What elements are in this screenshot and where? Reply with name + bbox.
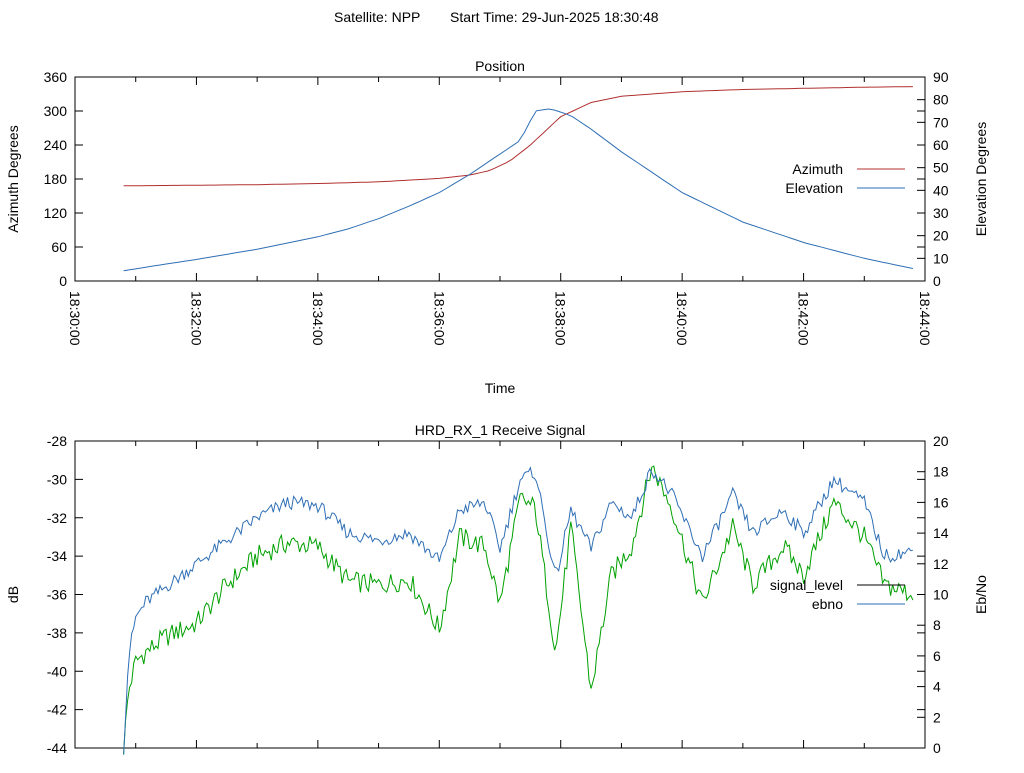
y2-tick-label: 14: [933, 525, 949, 541]
y-axis-label: dB: [5, 586, 21, 603]
y2-tick-label: 30: [933, 205, 949, 221]
y2-tick-label: 0: [933, 273, 941, 289]
y-tick-label: 120: [44, 205, 68, 221]
y2-tick-label: 12: [933, 556, 949, 572]
y2-axis-label: Eb/No: [973, 575, 989, 614]
y2-tick-label: 40: [933, 182, 949, 198]
y-tick-label: -36: [47, 587, 67, 603]
y2-tick-label: 18: [933, 464, 949, 480]
y2-tick-label: 16: [933, 494, 949, 510]
series-line-ebno: [123, 466, 914, 755]
series-line-signal-level: [123, 465, 914, 755]
legend-label: Azimuth: [792, 161, 843, 177]
x-tick-label: 18:44:00: [917, 291, 933, 346]
y2-tick-label: 80: [933, 92, 949, 108]
y-tick-label: 60: [51, 239, 67, 255]
y-tick-label: 240: [44, 137, 68, 153]
y2-axis-label: Elevation Degrees: [973, 122, 989, 236]
y-tick-label: -42: [47, 702, 67, 718]
y-tick-label: 0: [59, 273, 67, 289]
y2-tick-label: 10: [933, 250, 949, 266]
y2-tick-label: 4: [933, 679, 941, 695]
legend-label: ebno: [812, 596, 843, 612]
x-tick-label: 18:36:00: [431, 291, 447, 346]
y2-tick-label: 90: [933, 69, 949, 85]
receive-signal-chart: HRD_RX_1 Receive Signal -44 -42 -40 -38 -36 -3…: [5, 422, 989, 756]
y2-tick-label: 2: [933, 709, 941, 725]
y2-tick-label: 60: [933, 137, 949, 153]
y-tick-label: 300: [44, 103, 68, 119]
plot-frame: [74, 76, 926, 282]
y2-tick-label: 20: [933, 228, 949, 244]
y-tick-label: -30: [47, 471, 67, 487]
y2-tick-label: 10: [933, 587, 949, 603]
plot-frame: [74, 440, 926, 749]
legend-label: Elevation: [785, 180, 843, 196]
y2-tick-label: 20: [933, 433, 949, 449]
series-line-elevation: [123, 108, 913, 272]
chart-title: Position: [475, 58, 525, 74]
y-tick-label: 180: [44, 171, 68, 187]
y-tick-label: -40: [47, 663, 67, 679]
x-tick-label: 18:40:00: [674, 291, 690, 346]
x-tick-label: 18:32:00: [188, 291, 204, 346]
y-tick-label: -34: [47, 548, 67, 564]
x-tick-label: 18:42:00: [796, 291, 812, 346]
y-tick-label: -32: [47, 510, 67, 526]
x-tick-label: 18:38:00: [553, 291, 569, 346]
y2-tick-label: 0: [933, 740, 941, 756]
y2-tick-label: 6: [933, 648, 941, 664]
y-tick-label: 360: [44, 69, 68, 85]
satellite-label: Satellite: NPP: [334, 9, 420, 25]
y2-tick-label: 70: [933, 114, 949, 130]
position-chart: Position 0 60 120 180 240 300 360 0 10 20 30 40 50 60 7…: [5, 58, 989, 396]
y-axis-label: Azimuth Degrees: [5, 125, 21, 232]
x-tick-label: 18:30:00: [67, 291, 83, 346]
x-axis-label: Time: [485, 380, 516, 396]
x-tick-label: 18:34:00: [310, 291, 326, 346]
y2-tick-label: 50: [933, 160, 949, 176]
y-tick-label: -44: [47, 740, 67, 756]
y-tick-label: -38: [47, 625, 67, 641]
start-time-label: Start Time: 29-Jun-2025 18:30:48: [450, 9, 659, 25]
y2-tick-label: 8: [933, 617, 941, 633]
legend-label: signal_level: [770, 577, 843, 593]
y-tick-label: -28: [47, 433, 67, 449]
series-line-azimuth: [123, 86, 913, 187]
chart-title: HRD_RX_1 Receive Signal: [415, 422, 585, 438]
